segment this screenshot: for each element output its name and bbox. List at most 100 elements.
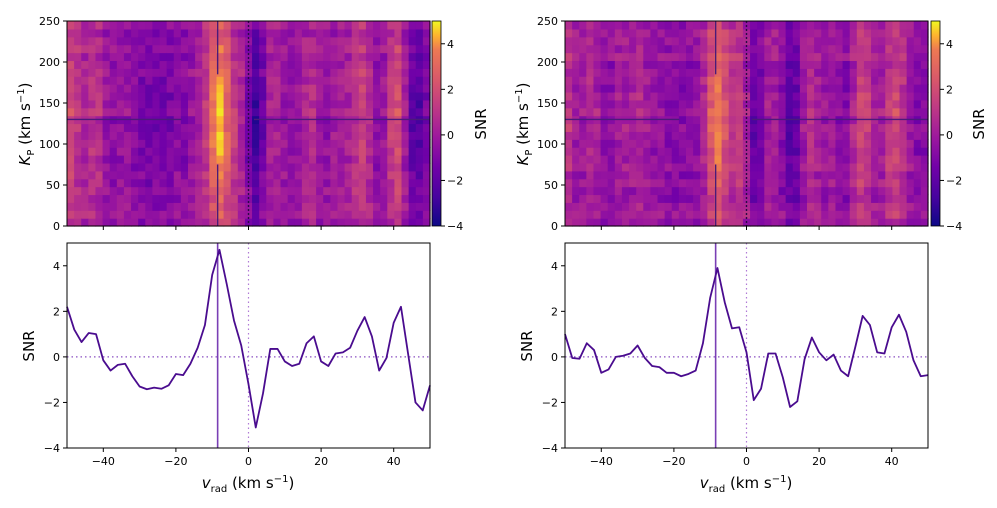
heatmap-cell: [678, 115, 687, 125]
heatmap-cell: [572, 99, 580, 109]
heatmap-cell: [586, 210, 595, 219]
heatmap-cell: [159, 155, 168, 164]
heatmap-cell: [835, 202, 844, 211]
heatmap-cell: [913, 76, 922, 85]
heatmap-cell: [785, 52, 794, 62]
heatmap-cell: [216, 60, 225, 69]
heatmap-cell: [735, 162, 744, 172]
heatmap-cell: [607, 162, 616, 172]
heatmap-cell: [330, 202, 339, 211]
heatmap-cell: [871, 147, 879, 156]
heatmap-cell: [757, 84, 765, 93]
heatmap-cell: [799, 44, 808, 54]
heatmap-crosshair-right: [565, 21, 928, 226]
heatmap-cell: [67, 21, 75, 30]
heatmap-cell: [735, 99, 744, 109]
heatmap-cell: [337, 202, 346, 211]
heatmap-cell: [565, 28, 573, 38]
heatmap-cell: [81, 107, 89, 117]
heatmap-cell: [678, 202, 687, 211]
heatmap-cell: [173, 162, 182, 172]
heatmap-cell: [401, 218, 410, 227]
heatmap-cell: [636, 68, 644, 77]
heatmap-cell: [764, 84, 773, 93]
heatmap-cell: [209, 178, 218, 188]
heatmap-cell: [764, 44, 773, 54]
heatmap-cell: [607, 36, 616, 46]
heatmap-cell: [394, 162, 403, 172]
heatmap-cell: [230, 155, 239, 164]
heatmap-cell: [785, 194, 794, 203]
heatmap-cell: [67, 36, 75, 46]
heatmap-cell: [664, 131, 673, 140]
heatmap-cell: [365, 28, 374, 38]
heatmap-cell: [123, 107, 132, 117]
heatmap-cell: [387, 186, 396, 196]
heatmap-cell: [102, 155, 111, 164]
heatmap-cell: [707, 123, 716, 132]
heatmap-cell: [316, 21, 324, 30]
heatmap-cell: [643, 218, 652, 227]
heatmap-cell: [721, 162, 730, 172]
heatmap-cell: [387, 162, 396, 172]
heatmap-cell: [621, 44, 630, 54]
colorbar-label-right: SNR: [970, 108, 988, 139]
heatmap-cell: [650, 131, 659, 140]
heatmap-cell: [323, 21, 331, 30]
heatmap-cell: [636, 155, 644, 164]
heatmap-cell: [742, 76, 751, 85]
heatmap-cell: [728, 21, 737, 30]
heatmap-cell: [195, 68, 203, 77]
heatmap-cell: [316, 139, 324, 148]
heatmap-cell: [74, 36, 82, 46]
heatmap-cell: [600, 202, 609, 211]
heatmap-cell: [401, 28, 410, 38]
heatmap-cell: [899, 99, 908, 109]
heatmap-cell: [138, 139, 146, 148]
heatmap-cell: [223, 60, 232, 69]
heatmap-cell: [152, 99, 161, 109]
heatmap-cell: [230, 131, 239, 140]
heatmap-cell: [607, 123, 616, 132]
heatmap-cell: [237, 36, 246, 46]
heatmap-cell: [230, 60, 239, 69]
heatmap-cell: [878, 202, 886, 211]
heatmap-cell: [408, 52, 417, 62]
heatmap-cell: [202, 202, 210, 211]
heatmap-cell: [166, 162, 175, 172]
heatmap-cell: [67, 52, 75, 62]
heatmap-cell: [885, 52, 894, 62]
heatmap-cell: [750, 186, 758, 196]
heatmap-cell: [899, 210, 908, 219]
heatmap-cell: [814, 68, 822, 77]
heatmap-cell: [280, 68, 289, 77]
heatmap-cell: [102, 44, 111, 54]
heatmap-cell: [316, 170, 324, 180]
heatmap-cell: [116, 60, 125, 69]
heatmap-cell: [828, 91, 837, 101]
heatmap-cell: [195, 147, 203, 156]
heatmap-cell: [764, 76, 773, 85]
heatmap-cell: [123, 76, 132, 85]
heatmap-cell: [821, 76, 829, 85]
heatmap-cell: [159, 186, 168, 196]
heatmap-cell: [123, 36, 132, 46]
heatmap-cell: [885, 186, 894, 196]
heatmap-cell: [358, 178, 367, 188]
heatmap-cell: [159, 170, 168, 180]
heatmap-cell: [74, 202, 82, 211]
heatmap-cell: [600, 123, 609, 132]
heatmap-cell: [209, 162, 218, 172]
heatmap-cell: [664, 194, 673, 203]
heatmap-cell: [259, 139, 267, 148]
heatmap-cell: [621, 107, 630, 117]
heatmap-cell: [230, 52, 239, 62]
heatmap-cell: [408, 60, 417, 69]
heatmap-cell: [373, 131, 381, 140]
heatmap-cell: [131, 21, 139, 30]
heatmap-cell: [223, 21, 232, 30]
heatmap-cell: [74, 162, 82, 172]
heatmap-cell: [294, 131, 303, 140]
heatmap-cell: [757, 52, 765, 62]
heatmap-cell: [74, 99, 82, 109]
